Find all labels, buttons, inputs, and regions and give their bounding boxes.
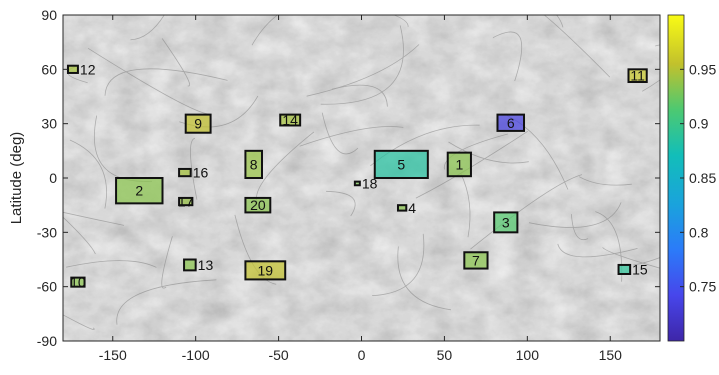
y-tick-label: -30 [37,224,57,240]
y-tick-label: 0 [49,170,57,186]
region-18: 18 [353,175,378,191]
region-box-9 [184,113,212,134]
region-label-2: 2 [135,183,143,199]
region-box-15 [617,263,632,275]
colorbar-tick-label: 0.85 [689,170,716,186]
colorbar-tick-label: 0.9 [689,116,709,132]
x-tick-label: 100 [516,347,540,363]
region-box-3 [493,211,519,234]
region-box-4 [396,204,408,212]
x-tick-label: 50 [437,347,453,363]
region-label-15: 15 [632,261,648,277]
y-tick-label: 30 [41,116,57,132]
region-label-9: 9 [194,116,202,132]
x-axis-ticks: -150 -100 -50 0 50 100 150 [99,15,622,363]
region-16: 16 [178,165,209,181]
region-3: 3 [493,211,519,234]
region-box-6 [496,113,526,132]
region-label-13: 13 [198,257,214,273]
region-8: 8 [244,149,264,179]
region-label-11: 11 [630,68,645,84]
region-label-12: 12 [80,61,96,77]
region-label-18: 18 [362,175,378,191]
x-tick-label: -50 [268,347,288,363]
x-tick-label: -100 [182,347,210,363]
region-label-19: 19 [258,262,274,278]
region-19: 19 [244,260,287,281]
region-box-10 [70,276,86,288]
region-box-16 [178,167,192,178]
region-13: 13 [183,257,214,273]
region-1: 1 [446,151,472,178]
region-6: 6 [496,113,526,132]
region-label-14: 14 [282,112,298,128]
region-label-16: 16 [193,165,209,181]
colorbar-ticks: 0.75 0.8 0.85 0.9 0.95 [680,61,716,295]
region-11: 11 [627,68,648,84]
region-label-1: 1 [455,156,463,172]
region-box-20 [244,196,272,214]
surface-map-background [63,15,660,341]
region-4: 4 [396,200,416,216]
region-box-14 [279,113,302,127]
region-box-12 [66,64,79,74]
y-tick-label: -90 [37,333,57,349]
region-label-10: 10 [70,274,86,290]
region-box-17 [178,196,194,207]
colorbar-tick-label: 0.8 [689,224,709,240]
region-label-8: 8 [250,156,258,172]
region-9: 9 [184,113,212,134]
colorbar-tick-label: 0.95 [689,61,716,77]
colorbar: 0.75 0.8 0.85 0.9 0.95 [667,14,716,342]
region-17: 17 [178,194,194,210]
x-tick-label: -150 [99,347,127,363]
region-box-1 [446,151,472,178]
region-box-8 [244,149,264,179]
region-7: 7 [463,251,489,270]
region-label-17: 17 [178,194,194,210]
region-label-5: 5 [397,156,405,172]
region-label-3: 3 [502,214,510,230]
y-axis-ticks: -90 -60 -30 0 30 60 90 [37,7,660,349]
region-5: 5 [373,149,429,179]
region-20: 20 [244,196,272,214]
x-tick-label: 0 [358,347,366,363]
colorbar-tick-label: 0.75 [689,279,716,295]
y-tick-label: 90 [41,7,57,23]
region-box-18 [353,180,361,187]
y-axis-label: Latitude (deg) [8,132,25,225]
region-label-6: 6 [507,115,515,131]
region-15: 15 [617,261,648,277]
region-2: 2 [115,177,164,205]
region-10: 10 [70,274,86,290]
region-label-20: 20 [250,197,266,213]
region-14: 14 [279,112,302,128]
region-label-4: 4 [408,200,416,216]
x-tick-label: 150 [599,347,623,363]
region-box-5 [373,149,429,179]
region-box-19 [244,260,287,281]
region-box-7 [463,251,489,270]
y-tick-label: 60 [41,61,57,77]
region-box-2 [115,177,164,205]
region-box-13 [183,258,197,272]
y-tick-label: -60 [37,279,57,295]
region-box-11 [627,68,648,84]
region-label-7: 7 [472,252,480,268]
